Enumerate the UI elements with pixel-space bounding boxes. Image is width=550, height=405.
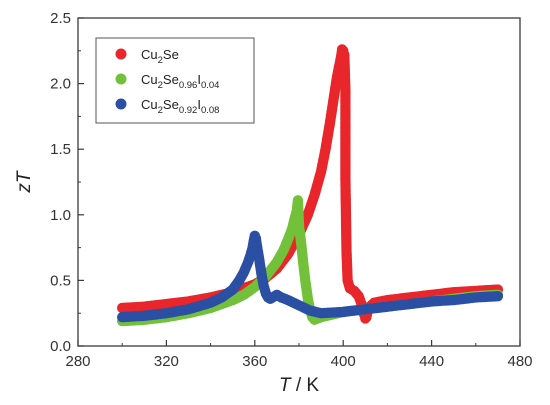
legend-text-part: I (197, 72, 201, 87)
legend-text-part: Se (163, 47, 179, 62)
x-axis-label-unit: / K (291, 375, 320, 396)
series-layer (117, 44, 504, 327)
legend-subscript: 0.92 (179, 105, 198, 116)
legend-text-part: Cu (141, 97, 158, 112)
legend-label: Cu2Se0.92I0.08 (141, 97, 219, 116)
x-tick-label: 440 (419, 353, 444, 370)
legend-label: Cu2Se0.96I0.04 (141, 72, 219, 91)
legend-marker (115, 48, 127, 60)
legend-marker (115, 98, 127, 110)
legend-text-part: Cu (141, 72, 158, 87)
series-3 (117, 230, 504, 323)
legend-subscript: 2 (158, 55, 163, 66)
ticks-layer: 280 320 360 400 440 480 0.0 0.5 1.0 1.5 2.0 2.5 (50, 10, 532, 370)
x-tick-label: 360 (242, 353, 267, 370)
x-tick-label: 280 (65, 353, 90, 370)
legend-marker (115, 73, 127, 85)
x-tick-label: 400 (331, 353, 356, 370)
legend-subscript: 2 (158, 105, 163, 116)
y-tick-label: 1.0 (50, 207, 71, 224)
legend-subscript: 2 (158, 80, 163, 91)
legend-subscript: 0.96 (179, 80, 198, 91)
legend-subscript: 0.08 (201, 105, 220, 116)
legend-text-part: Cu (141, 47, 158, 62)
y-tick-label: 0.0 (50, 338, 71, 355)
y-tick-label: 2.0 (50, 76, 71, 93)
x-tick-label: 480 (507, 353, 532, 370)
x-axis-label: T / K (279, 375, 319, 396)
legend-text-part: I (197, 97, 201, 112)
y-tick-label: 1.5 (50, 141, 71, 158)
legend-text-part: Se (163, 72, 179, 87)
legend-text-part: Se (163, 97, 179, 112)
legend-label: Cu2Se (141, 47, 179, 66)
legend-subscript: 0.04 (201, 80, 220, 91)
x-tick-label: 320 (154, 353, 179, 370)
y-tick-label: 0.5 (50, 272, 71, 289)
y-axis-label: zT (14, 170, 35, 194)
data-point (492, 290, 504, 302)
x-axis-label-variable: T (279, 375, 292, 396)
y-tick-label: 2.5 (50, 10, 71, 27)
